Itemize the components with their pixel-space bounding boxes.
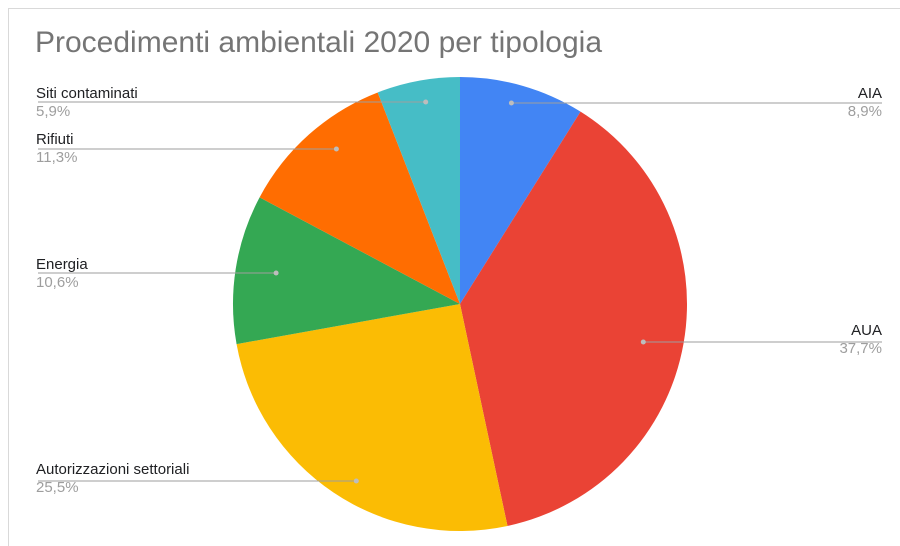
label-aia: AIA 8,9% xyxy=(848,85,882,121)
label-siti-name: Siti contaminati xyxy=(36,85,138,102)
label-energia-name: Energia xyxy=(36,256,88,273)
leader-dot-siti-contaminati xyxy=(423,99,429,105)
pie-slice-rifiuti[interactable] xyxy=(259,92,460,304)
leader-dot-aia xyxy=(508,100,514,106)
label-energia-value: 10,6% xyxy=(36,274,79,291)
label-siti-value: 5,9% xyxy=(36,103,71,120)
label-energia: Energia 10,6% xyxy=(36,256,88,292)
label-autorizzazioni-name: Autorizzazioni settoriali xyxy=(36,461,190,478)
leader-dot-autorizzazioni-settoriali xyxy=(353,478,359,484)
pie-slice-aua[interactable] xyxy=(460,111,688,526)
label-autorizzazioni-value: 25,5% xyxy=(36,479,79,496)
frame-border-top xyxy=(8,8,900,9)
label-rifiuti-name: Rifiuti xyxy=(36,131,74,148)
label-aia-name: AIA xyxy=(857,85,882,102)
leader-dot-aua xyxy=(640,339,646,345)
pie-slice-aia[interactable] xyxy=(460,77,581,304)
label-rifiuti: Rifiuti 11,3% xyxy=(36,131,77,167)
label-siti: Siti contaminati 5,9% xyxy=(36,85,138,121)
label-aia-value: 8,9% xyxy=(847,103,882,120)
frame-border-left xyxy=(8,8,9,546)
chart-title: Procedimenti ambientali 2020 per tipolog… xyxy=(35,26,603,59)
leader-dot-rifiuti xyxy=(333,146,339,152)
pie-slice-autorizzazioni-settoriali[interactable] xyxy=(236,304,508,532)
label-autorizzazioni: Autorizzazioni settoriali 25,5% xyxy=(36,461,189,497)
label-aua-name: AUA xyxy=(851,322,882,339)
leader-dot-energia xyxy=(273,270,279,276)
pie-slice-energia[interactable] xyxy=(232,197,460,345)
pie-slice-siti-contaminati[interactable] xyxy=(377,77,460,304)
label-rifiuti-value: 11,3% xyxy=(36,149,78,166)
label-aua: AUA 37,7% xyxy=(839,322,882,358)
label-aua-value: 37,7% xyxy=(839,340,882,357)
